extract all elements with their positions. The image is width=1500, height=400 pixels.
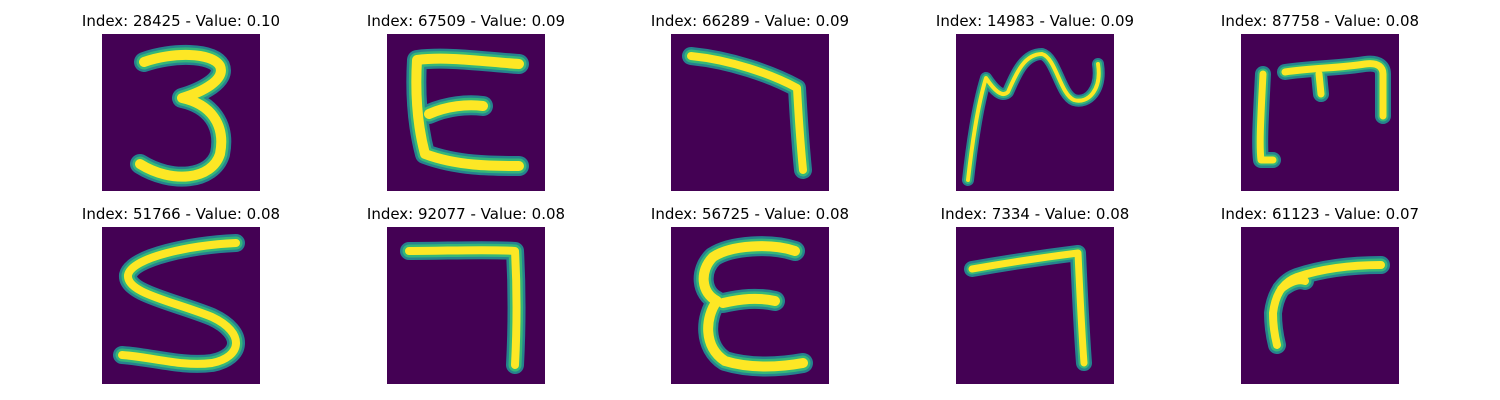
- panel-title: Index: 14983 - Value: 0.09: [935, 12, 1135, 30]
- panel-title: Index: 92077 - Value: 0.08: [366, 205, 566, 223]
- digit-image-E: [671, 227, 829, 384]
- panel-title: Index: 51766 - Value: 0.08: [81, 205, 281, 223]
- panel-title: Index: 67509 - Value: 0.09: [366, 12, 566, 30]
- panel-title: Index: 28425 - Value: 0.10: [81, 12, 281, 30]
- digit-image-7: [387, 227, 545, 384]
- digit-image-7: [671, 34, 829, 191]
- digit-image-7: [956, 227, 1114, 384]
- digit-image-S: [102, 227, 260, 384]
- digit-image-3: [102, 34, 260, 191]
- digit-image-r: [1241, 227, 1399, 384]
- panel-title: Index: 61123 - Value: 0.07: [1220, 205, 1420, 223]
- digit-image-scribble: [956, 34, 1114, 191]
- panel-title: Index: 56725 - Value: 0.08: [650, 205, 850, 223]
- panel-title: Index: 87758 - Value: 0.08: [1220, 12, 1420, 30]
- panel-title: Index: 66289 - Value: 0.09: [650, 12, 850, 30]
- panel-title: Index: 7334 - Value: 0.08: [940, 205, 1130, 223]
- digit-image-M: [1241, 34, 1399, 191]
- digit-image-E: [387, 34, 545, 191]
